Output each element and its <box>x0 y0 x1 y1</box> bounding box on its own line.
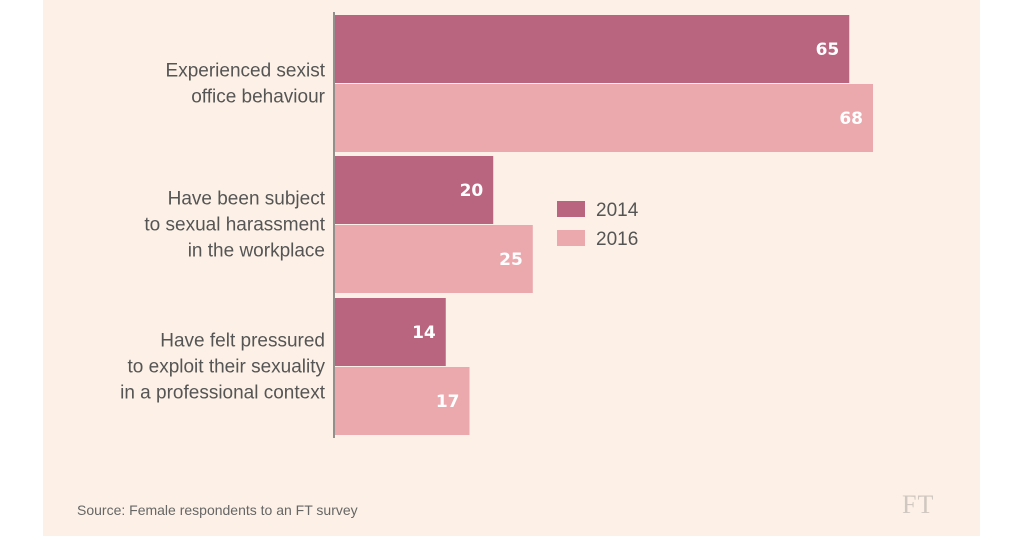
bar-value-2014-2: 20 <box>460 181 484 201</box>
bar-value-2014-1: 65 <box>816 40 840 60</box>
bar-2014-2 <box>335 156 494 224</box>
ft-logo: FT <box>902 490 935 519</box>
source-note: Source: Female respondents to an FT surv… <box>77 502 358 518</box>
bar-value-2014-3: 14 <box>412 323 436 343</box>
category-label-3-line-2: to exploit their sexuality <box>128 357 326 378</box>
category-label-1-line-1: Experienced sexist <box>166 61 326 82</box>
bar-value-2016-3: 17 <box>436 392 460 412</box>
legend-swatch-2014 <box>557 201 585 217</box>
legend-swatch-2016 <box>557 230 585 246</box>
legend-label-2014: 2014 <box>596 200 639 221</box>
bar-value-2016-2: 25 <box>499 250 523 270</box>
category-label-1-line-2: office behaviour <box>191 87 325 108</box>
category-label-2-line-3: in the workplace <box>188 241 325 262</box>
category-label-3-line-1: Have felt pressured <box>160 331 325 352</box>
bar-2016-2 <box>335 225 533 293</box>
bar-value-2016-1: 68 <box>839 109 863 129</box>
bar-2014-3 <box>335 298 446 366</box>
category-label-2-line-2: to sexual harassment <box>144 215 325 236</box>
category-label-3-line-3: in a professional context <box>120 383 326 404</box>
bar-2014-1 <box>335 15 850 83</box>
legend-label-2016: 2016 <box>596 229 638 250</box>
bar-2016-3 <box>335 367 470 435</box>
category-label-2-line-1: Have been subject <box>168 189 326 210</box>
bar-2016-1 <box>335 84 873 152</box>
